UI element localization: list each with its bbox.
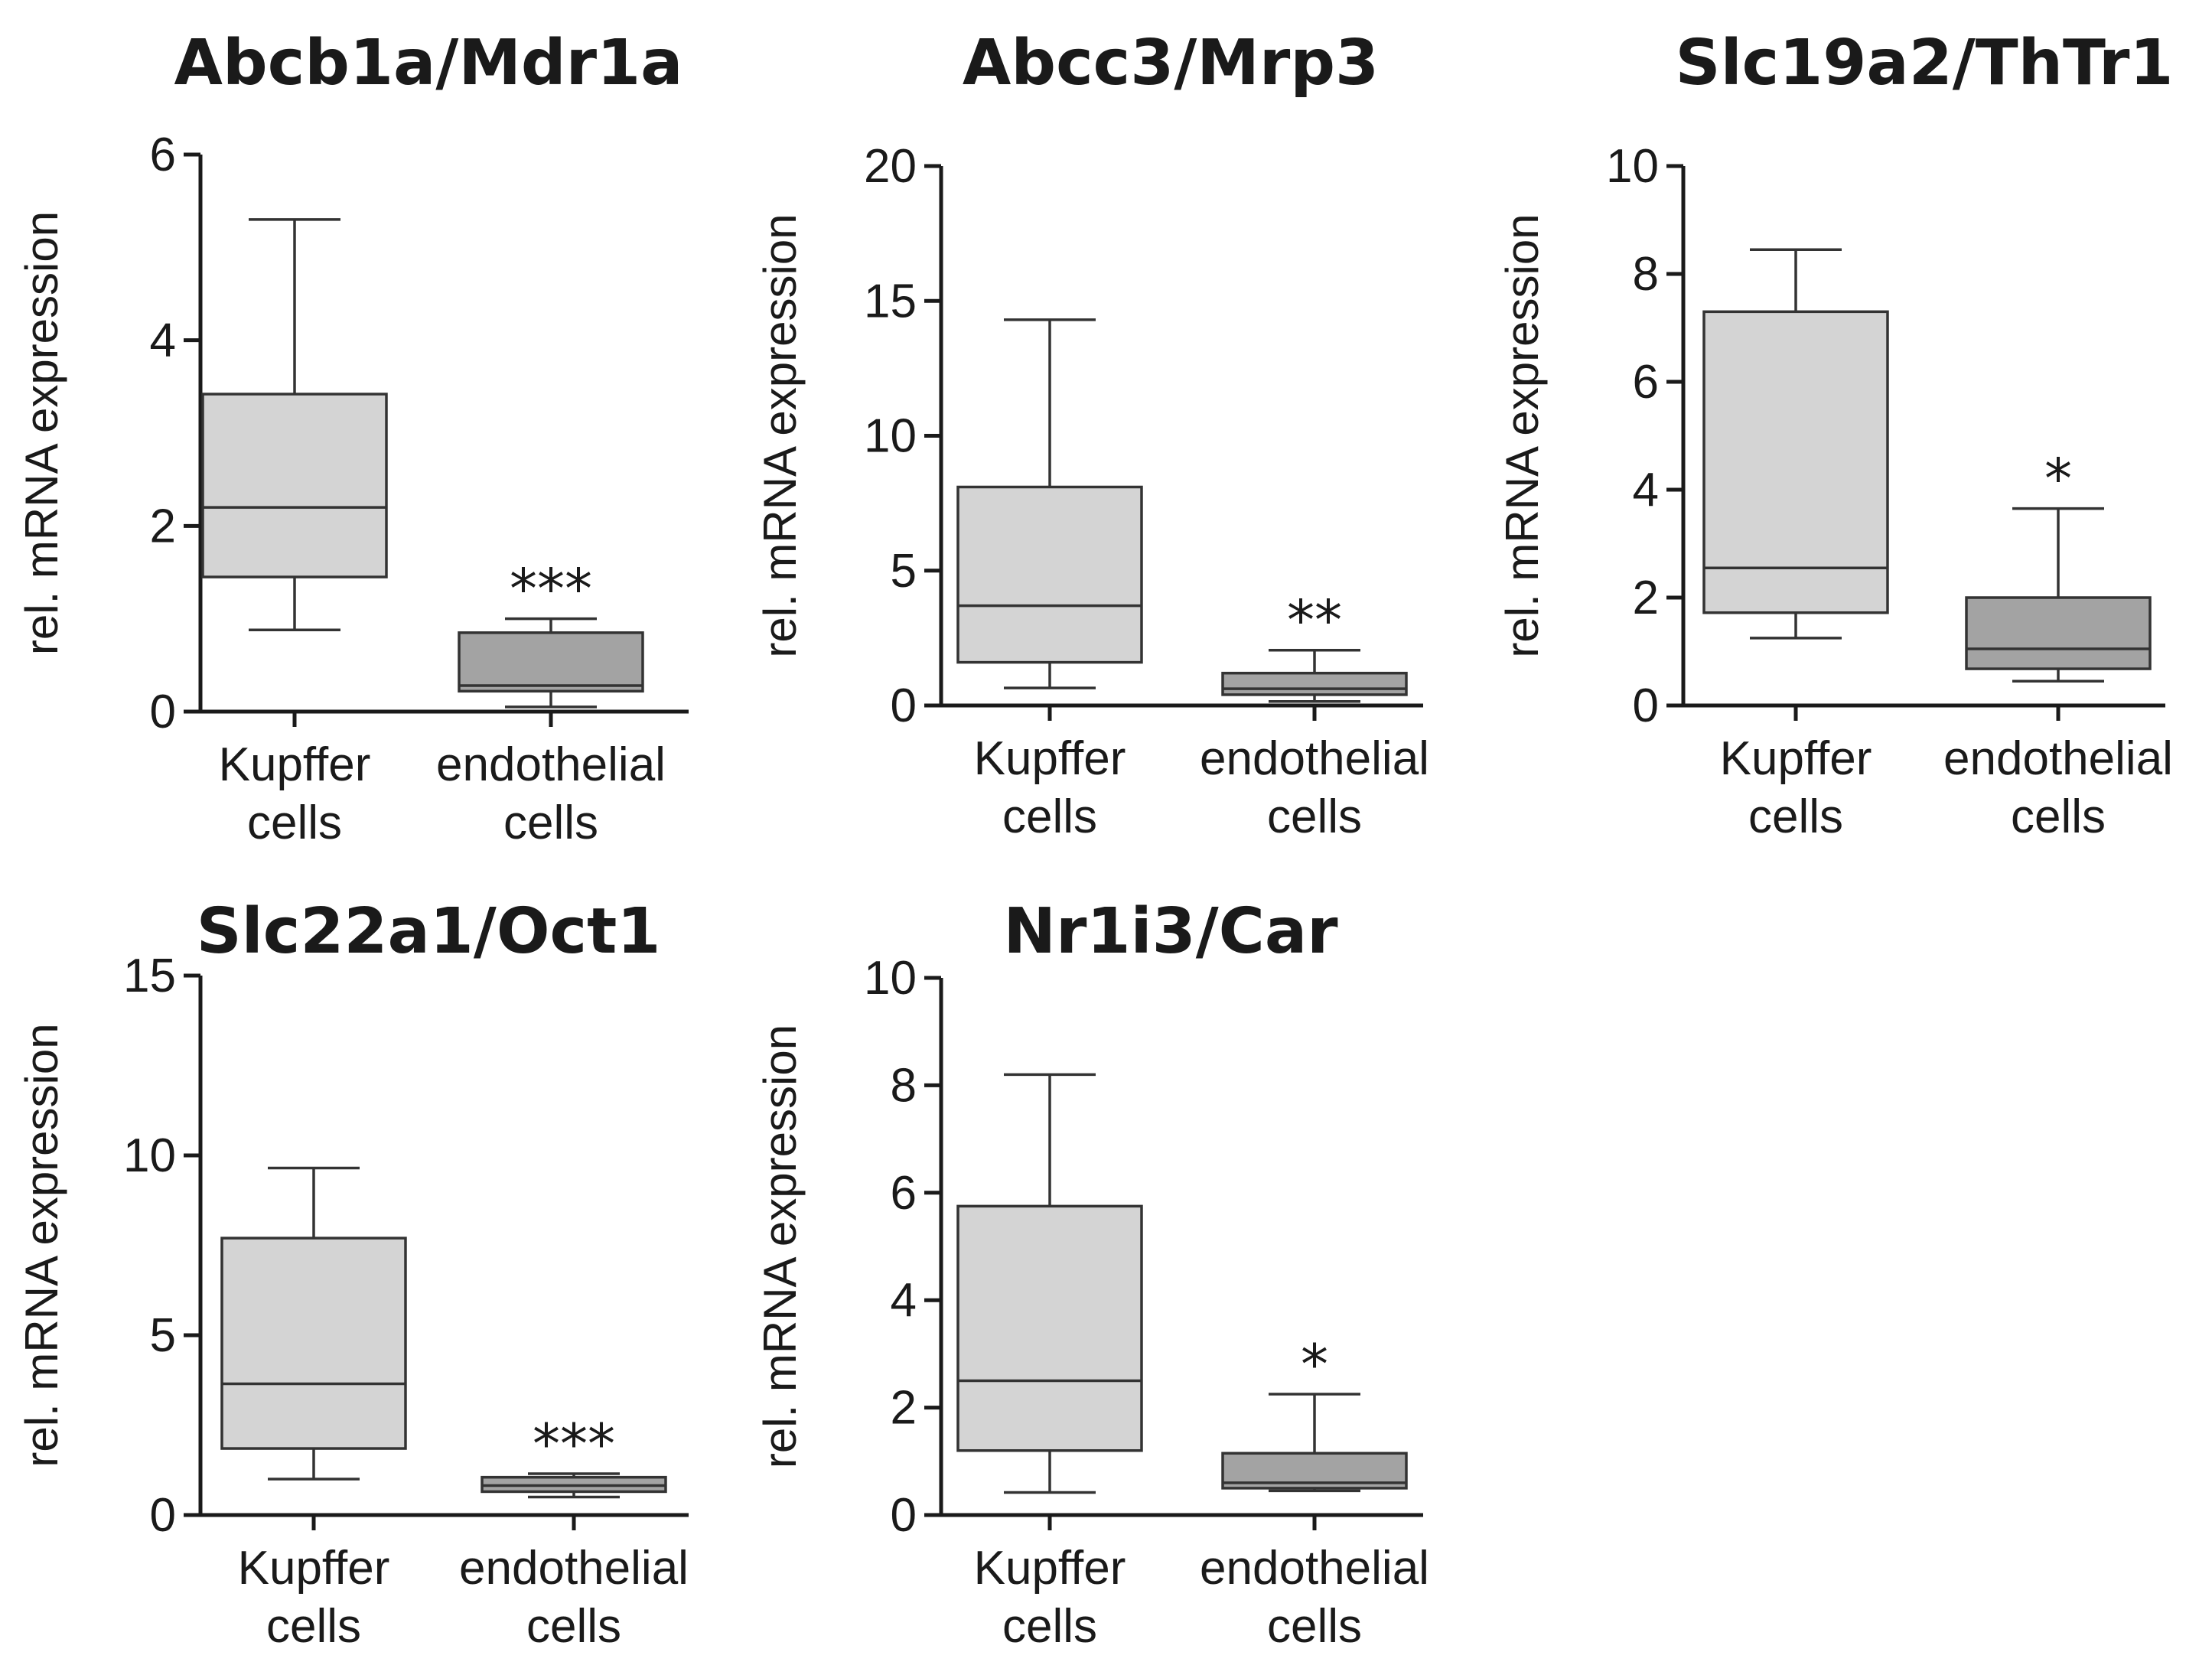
x-category-label: cells — [1002, 1600, 1097, 1653]
box-endothelial: *** endothelial cells — [436, 557, 666, 849]
y-tick-label: 10 — [864, 952, 917, 1005]
iqr-box — [956, 485, 1143, 664]
x-category-label: cells — [247, 797, 342, 849]
y-axis-label: rel. mRNA expression — [1497, 213, 1548, 657]
y-tick-label: 0 — [150, 1489, 176, 1542]
chart-panel-4: Slc22a1/Oct1 rel. mRNA expression 0 5 10 15 Ku… — [16, 895, 689, 1653]
y-tick-label: 5 — [150, 1309, 176, 1362]
y-tick-label: 10 — [123, 1129, 176, 1182]
x-category-label: Kupffer — [238, 1542, 390, 1595]
x-category-label: endothelial — [1200, 1542, 1429, 1595]
y-tick-label: 15 — [123, 950, 176, 1002]
y-tick-label: 2 — [1633, 572, 1659, 624]
chart-panel-5: Nr1i3/Car rel. mRNA expression 0 2 4 6 8 10 Kupf… — [754, 895, 1429, 1653]
x-category-label: cells — [1748, 790, 1843, 843]
y-tick-label: 4 — [150, 314, 176, 367]
y-tick-label: 10 — [1606, 140, 1659, 193]
y-tick-label: 5 — [891, 545, 917, 598]
y-tick-label: 0 — [891, 679, 917, 732]
x-category-label: cells — [2011, 790, 2106, 843]
x-category-label: cells — [1002, 790, 1097, 843]
y-tick-label: 8 — [891, 1059, 917, 1112]
iqr-box — [1965, 596, 2152, 670]
y-tick-label: 6 — [1633, 356, 1659, 409]
y-tick-label: 0 — [891, 1489, 917, 1542]
x-category-label: Kupffer — [974, 1542, 1126, 1595]
significance-marker: ** — [1287, 588, 1342, 653]
iqr-box — [1702, 310, 1889, 614]
chart-panel-1: Abcb1a/Mdr1a rel. mRNA expression 0 2 4 6 Kupf… — [16, 27, 689, 849]
x-category-label: endothelial — [459, 1542, 689, 1595]
chart-title: Slc22a1/Oct1 — [197, 895, 661, 968]
y-tick-label: 0 — [1633, 679, 1659, 732]
y-axis-label: rel. mRNA expression — [16, 211, 67, 655]
significance-marker: * — [1301, 1332, 1328, 1396]
y-tick-label: 6 — [150, 129, 176, 181]
significance-marker: *** — [510, 557, 592, 621]
iqr-box — [1221, 671, 1408, 696]
y-tick-label: 15 — [864, 275, 917, 327]
box-kupffer: Kupffer cells — [201, 218, 388, 849]
x-category-label: endothelial — [1200, 732, 1429, 785]
x-category-label: cells — [266, 1600, 361, 1653]
chart-panel-3: Slc19a2/ThTr1 rel. mRNA expression 0 2 4 6 8 10… — [1497, 27, 2173, 843]
y-tick-label: 10 — [864, 410, 917, 463]
y-tick-label: 2 — [150, 500, 176, 552]
y-tick-label: 0 — [150, 686, 176, 738]
x-category-label: cells — [1267, 790, 1362, 843]
significance-marker: *** — [533, 1412, 615, 1476]
chart-title: Abcc3/Mrp3 — [963, 27, 1379, 99]
iqr-box — [458, 631, 644, 693]
chart-panel-2: Abcc3/Mrp3 rel. mRNA expression 0 5 10 15 20 Ku… — [754, 27, 1429, 843]
chart-title: Slc19a2/ThTr1 — [1676, 27, 2174, 99]
x-category-label: cells — [526, 1600, 621, 1653]
y-tick-label: 2 — [891, 1382, 917, 1435]
x-category-label: Kupffer — [1720, 732, 1872, 785]
y-axis-label: rel. mRNA expression — [754, 1025, 806, 1468]
x-category-label: Kupffer — [219, 738, 371, 791]
iqr-box — [201, 393, 388, 578]
iqr-box — [220, 1237, 407, 1450]
iqr-box — [956, 1204, 1143, 1452]
y-tick-label: 6 — [891, 1167, 917, 1220]
x-category-label: cells — [1267, 1600, 1362, 1653]
significance-marker: * — [2044, 447, 2072, 511]
x-category-label: endothelial — [436, 738, 666, 791]
chart-title: Abcb1a/Mdr1a — [174, 27, 683, 99]
y-tick-label: 20 — [864, 140, 917, 193]
x-category-label: cells — [503, 797, 598, 849]
y-tick-label: 4 — [891, 1274, 917, 1327]
x-category-label: endothelial — [1943, 732, 2173, 785]
y-tick-label: 8 — [1633, 248, 1659, 301]
y-tick-label: 4 — [1633, 464, 1659, 516]
y-axis-label: rel. mRNA expression — [16, 1023, 67, 1467]
x-category-label: Kupffer — [974, 732, 1126, 785]
y-axis-label: rel. mRNA expression — [754, 213, 806, 657]
chart-title: Nr1i3/Car — [1003, 895, 1338, 968]
